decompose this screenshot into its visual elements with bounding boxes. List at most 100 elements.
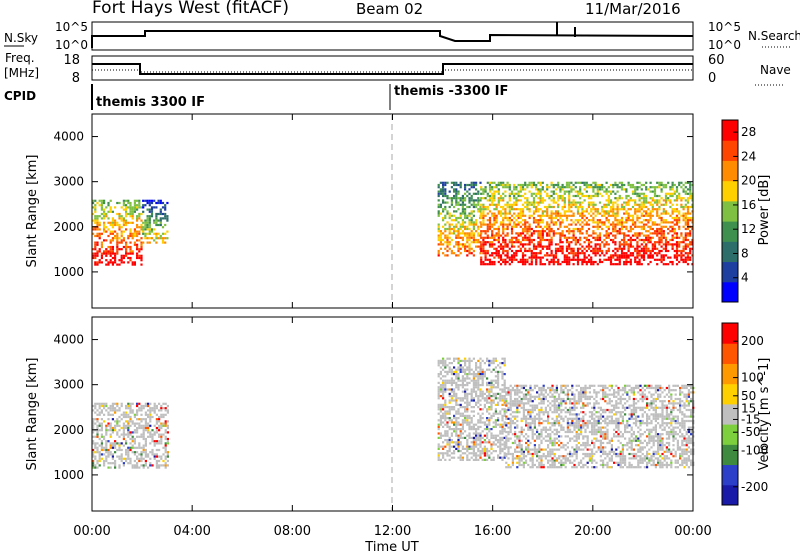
scatter-cell (547, 404, 550, 407)
scatter-cell (658, 227, 661, 231)
scatter-cell (482, 188, 485, 191)
scatter-cell (516, 444, 519, 447)
scatter-cell (501, 377, 504, 380)
scatter-cell (92, 451, 95, 454)
scatter-cell (555, 441, 558, 445)
scatter-cell (482, 247, 485, 250)
scatter-cell (92, 199, 95, 202)
scatter-cell (508, 210, 511, 213)
scatter-cell (158, 402, 161, 405)
scatter-cell (138, 435, 141, 438)
scatter-cell (594, 181, 597, 184)
scatter-cell (601, 188, 604, 191)
scatter-cell (144, 453, 147, 456)
scatter-cell (607, 197, 610, 200)
scatter-cell (461, 210, 464, 213)
scatter-cell (594, 238, 597, 242)
scatter-cell (636, 214, 639, 217)
scatter-cell (499, 443, 502, 446)
scatter-cell (558, 461, 561, 464)
scatter-cell (519, 199, 522, 202)
scatter-cell (505, 402, 508, 405)
scatter-cell (543, 210, 547, 213)
scatter-cell (444, 214, 447, 217)
scatter-cell (92, 440, 95, 443)
scatter-cell (542, 413, 545, 416)
scatter-cell (620, 243, 624, 246)
scatter-cell (159, 208, 162, 211)
scatter-cell (151, 453, 154, 456)
scatter-cell (529, 397, 532, 401)
scatter-cell (581, 181, 584, 184)
colorbar-tick-label: 16 (741, 198, 756, 212)
scatter-cell (457, 359, 460, 362)
scatter-cell (98, 204, 101, 207)
scatter-cell (453, 190, 456, 193)
scatter-cell (149, 431, 152, 434)
scatter-cell (98, 444, 101, 447)
scatter-cell (150, 210, 154, 213)
scatter-cell (501, 432, 504, 435)
scatter-cell (528, 236, 531, 239)
scatter-cell (450, 232, 453, 235)
scatter-cell (477, 192, 480, 195)
scatter-cell (561, 221, 564, 224)
scatter-cell (568, 181, 571, 184)
scatter-cell (455, 254, 458, 257)
scatter-cell (466, 236, 469, 239)
scatter-cell (153, 407, 156, 410)
scatter-cell (468, 243, 471, 246)
scatter-cell (153, 453, 156, 456)
scatter-cell (558, 448, 561, 451)
scatter-cell (649, 236, 652, 239)
scatter-cell (548, 243, 551, 246)
scatter-cell (538, 411, 541, 414)
scatter-cell (148, 221, 151, 224)
scatter-cell (501, 417, 504, 420)
scatter-cell (477, 379, 480, 382)
scatter-cell (503, 412, 506, 415)
scatter-cell (590, 183, 593, 187)
scatter-cell (640, 201, 643, 204)
scatter-cell (481, 392, 484, 395)
scatter-cell (561, 194, 564, 198)
scatter-cell (528, 263, 531, 266)
scatter-cell (510, 249, 514, 253)
scatter-cell (499, 199, 503, 202)
scatter-cell (536, 459, 539, 462)
scatter-cell (542, 452, 545, 456)
scatter-cell (555, 397, 558, 401)
scatter-cell (453, 408, 456, 411)
scatter-cell (490, 403, 493, 406)
scatter-cell (649, 232, 652, 235)
scatter-cell (94, 418, 97, 421)
scatter-cell (472, 203, 475, 206)
scatter-cell (477, 225, 480, 228)
scatter-cell (442, 408, 445, 411)
scatter-cell (114, 424, 117, 427)
scatter-cell (464, 203, 467, 206)
scatter-cell (486, 436, 489, 439)
scatter-cell (612, 238, 615, 242)
scatter-cell (153, 402, 156, 405)
scatter-cell (680, 254, 683, 257)
scatter-cell (544, 408, 547, 412)
scatter-cell (532, 197, 536, 200)
scatter-cell (660, 188, 663, 191)
scatter-cell (603, 243, 606, 246)
scatter-cell (581, 201, 584, 204)
scatter-cell (442, 364, 445, 367)
scatter-cell (479, 199, 482, 202)
scatter-cell (147, 422, 150, 425)
scatter-cell (493, 243, 496, 246)
scatter-cell (627, 247, 630, 250)
scatter-cell (535, 263, 538, 266)
scatter-cell (535, 194, 538, 198)
scatter-cell (472, 414, 475, 417)
scatter-cell (488, 197, 492, 200)
scatter-cell (634, 256, 637, 259)
scatter-cell (686, 212, 690, 215)
scatter-cell (640, 221, 643, 224)
scatter-cell (448, 230, 451, 233)
scatter-cell (636, 186, 639, 189)
